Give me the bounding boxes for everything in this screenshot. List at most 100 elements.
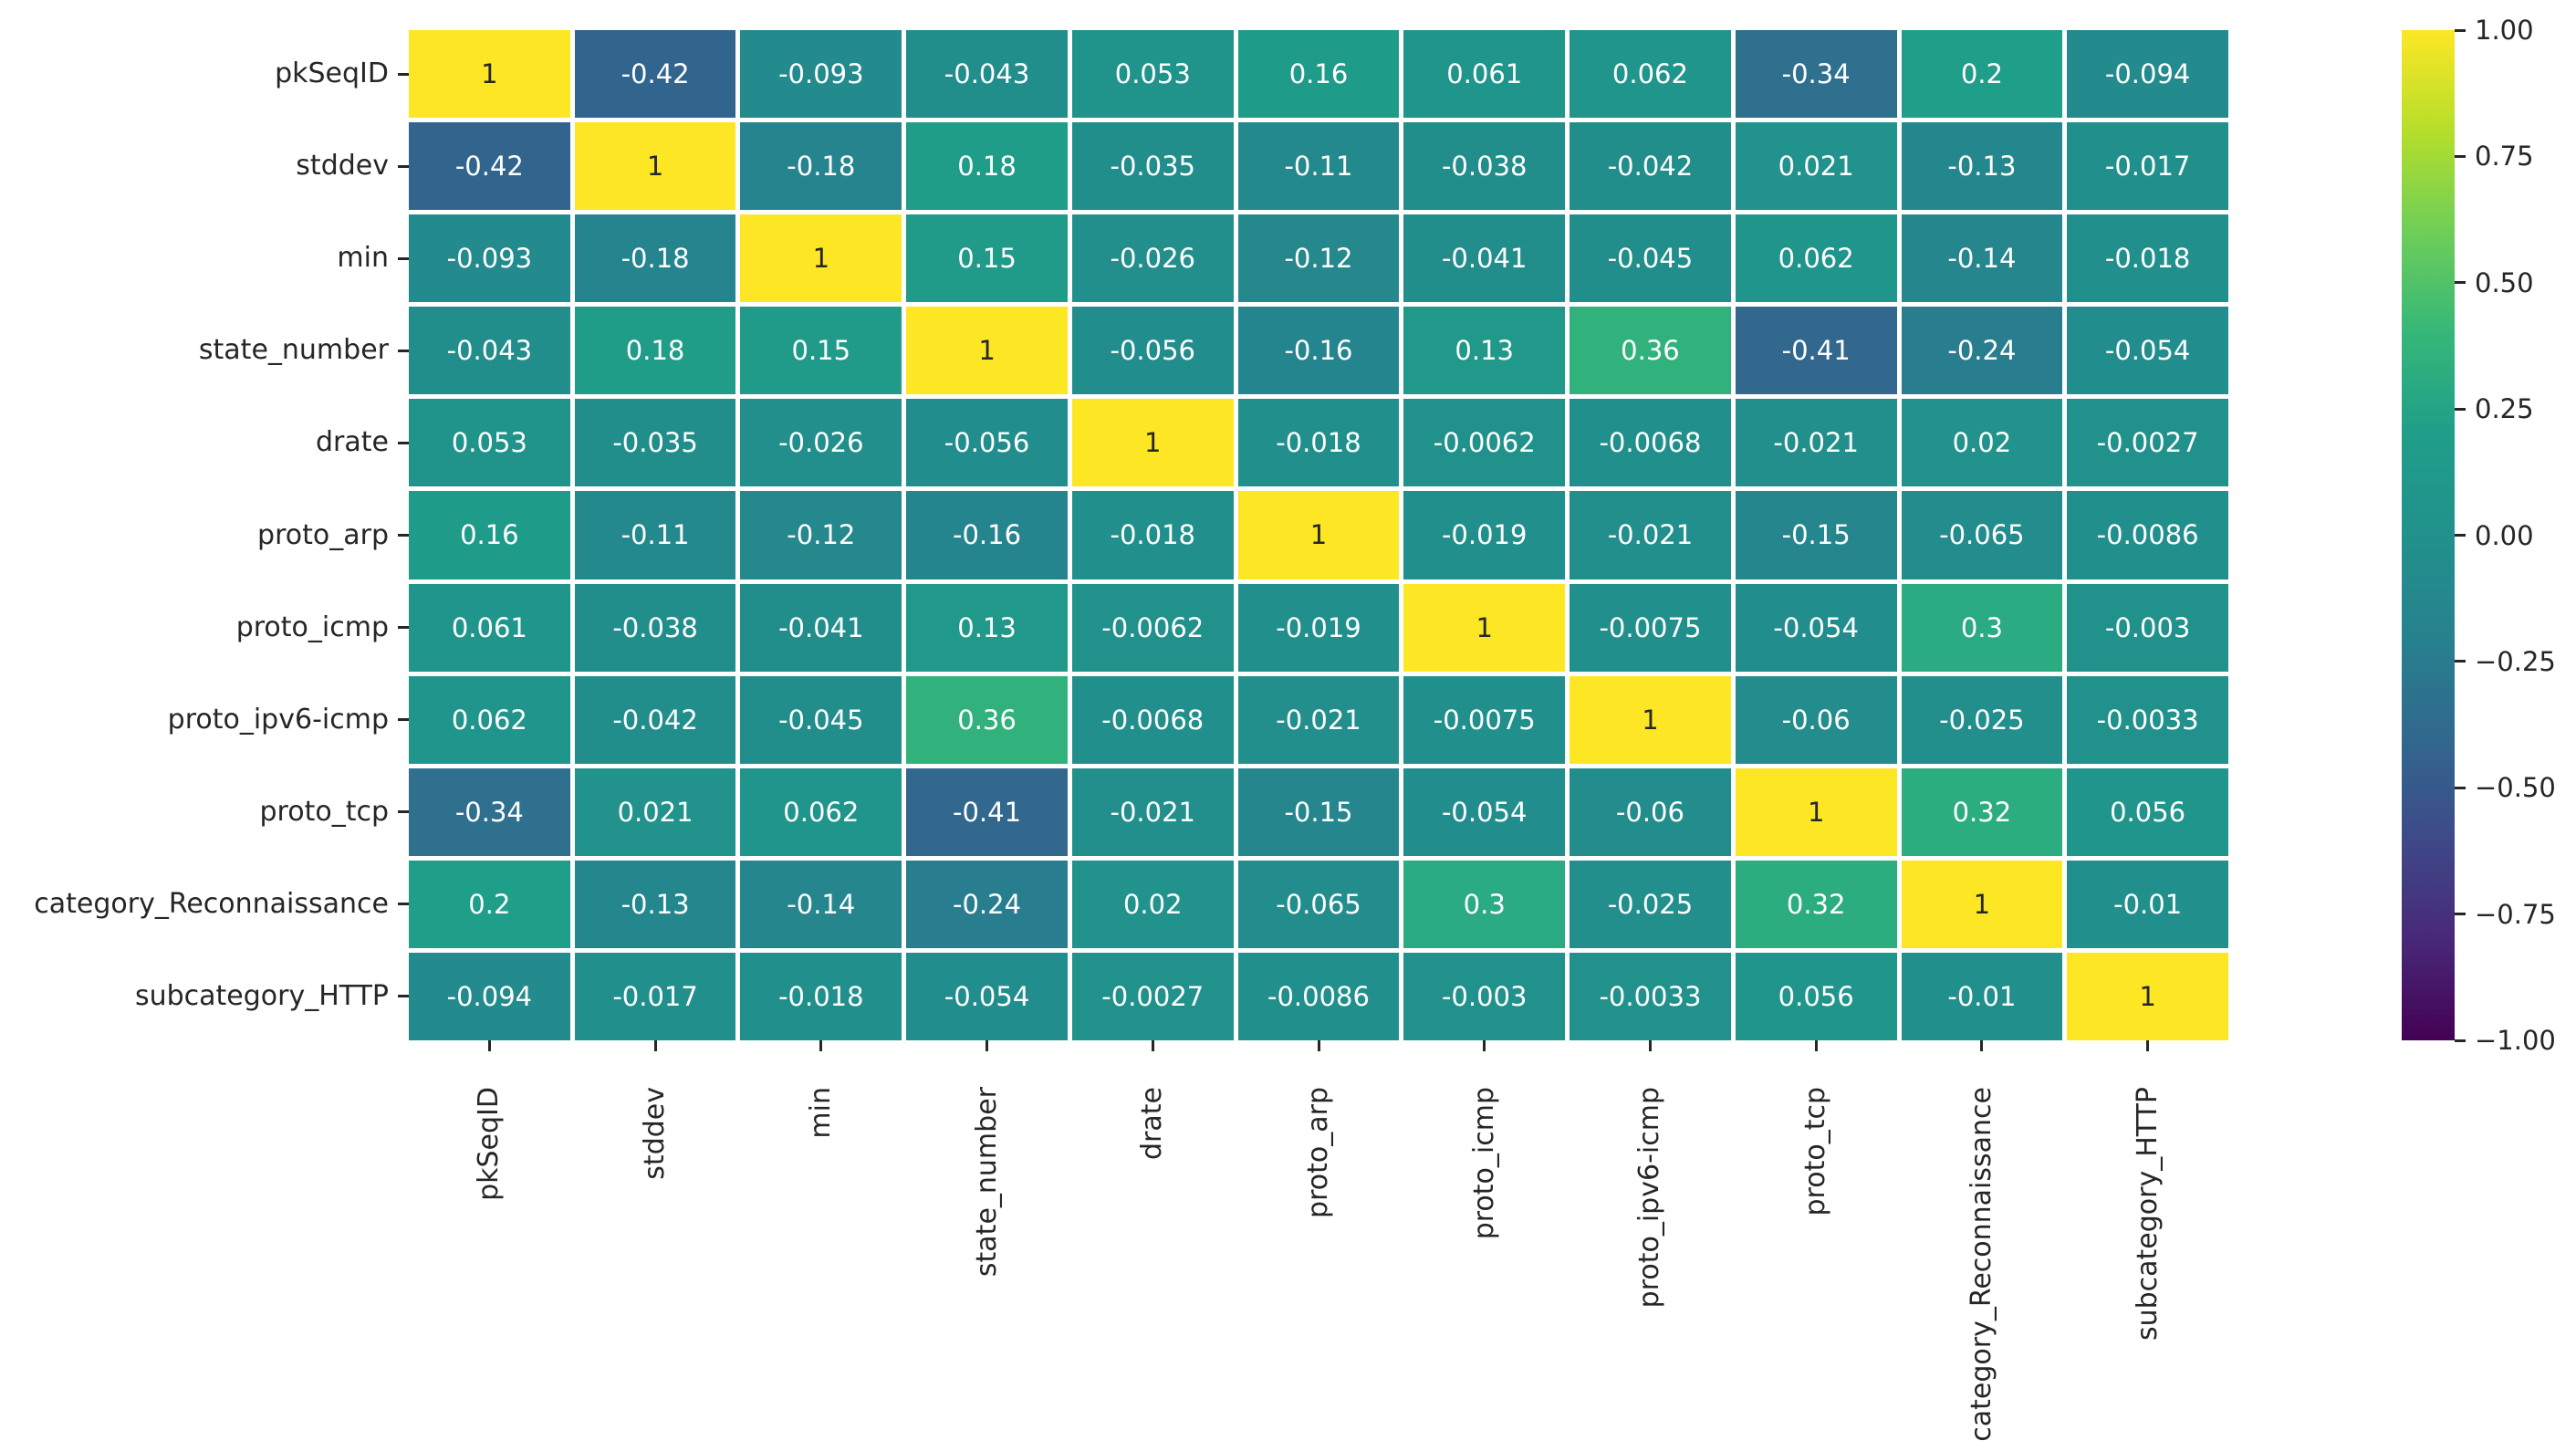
cell-value: 1 <box>2139 980 2156 1012</box>
heatmap-cell: -0.01 <box>1901 952 2063 1040</box>
x-tick-mark <box>819 1040 823 1051</box>
heatmap-cell: 1 <box>2067 952 2228 1040</box>
heatmap-cell: -0.0068 <box>1071 675 1234 764</box>
cell-value: 0.02 <box>1952 427 2012 459</box>
colorbar-tick-label: 1.00 <box>2475 15 2534 46</box>
cell-value: -0.021 <box>1110 796 1196 828</box>
heatmap-cell: -0.34 <box>1735 30 1897 119</box>
cell-value: 0.056 <box>1778 980 1854 1012</box>
heatmap-cell: 1 <box>574 122 736 211</box>
cell-value: -0.045 <box>1607 243 1694 275</box>
heatmap-cell: 0.15 <box>906 214 1068 303</box>
x-axis-label: stddev <box>639 1087 672 1180</box>
y-axis-label: subcategory_HTTP <box>134 979 389 1012</box>
cell-value: 0.36 <box>957 704 1017 736</box>
heatmap-cell: -0.0033 <box>2067 675 2228 764</box>
heatmap-cell: -0.16 <box>906 491 1068 579</box>
heatmap-cell: -0.021 <box>1071 767 1234 856</box>
x-tick-mark <box>1317 1040 1320 1051</box>
cell-value: 0.16 <box>1288 58 1349 90</box>
x-axis-label: proto_ipv6-icmp <box>1633 1087 1666 1309</box>
cell-value: -0.054 <box>1441 796 1528 828</box>
x-axis-label: state_number <box>970 1087 1003 1278</box>
cell-value: 0.053 <box>1114 58 1191 90</box>
cell-value: -0.026 <box>778 427 864 459</box>
x-tick-mark <box>487 1040 491 1051</box>
heatmap-grid: 1 -0.42 -0.093 -0.043 0.053 0.16 0.061 0.062 -0.… <box>409 30 2228 1040</box>
heatmap-cell: -0.042 <box>574 675 736 764</box>
y-tick-mark <box>398 718 409 722</box>
x-tick-mark <box>2146 1040 2150 1051</box>
cell-value: -0.0033 <box>1599 980 1702 1012</box>
colorbar-tick-label: −0.75 <box>2475 898 2556 930</box>
cell-value: -0.06 <box>1781 704 1851 736</box>
heatmap-cell: -0.003 <box>2067 583 2228 672</box>
cell-value: -0.019 <box>1441 519 1528 551</box>
cell-value: -0.094 <box>2104 58 2191 90</box>
heatmap-cell: -0.035 <box>1071 122 1234 211</box>
cell-value: 1 <box>978 335 996 367</box>
heatmap-cell: -0.017 <box>574 952 736 1040</box>
heatmap-cell: -0.056 <box>906 399 1068 487</box>
heatmap-cell: -0.026 <box>1071 214 1234 303</box>
cell-value: -0.019 <box>1276 611 1361 643</box>
heatmap-cell: -0.41 <box>1735 307 1897 395</box>
x-tick-mark <box>1483 1040 1486 1051</box>
cell-value: -0.15 <box>1781 519 1851 551</box>
y-axis-label: proto_ipv6-icmp <box>167 703 389 736</box>
cell-value: -0.0027 <box>1101 980 1205 1012</box>
colorbar-tick-mark <box>2455 28 2466 32</box>
cell-value: -0.42 <box>454 151 524 183</box>
y-tick-mark <box>398 626 409 630</box>
heatmap-cell: 0.062 <box>409 675 570 764</box>
heatmap-cell: 0.3 <box>1403 860 1566 948</box>
heatmap-cell: 0.3 <box>1901 583 2063 672</box>
heatmap-cell: -0.054 <box>1403 767 1566 856</box>
heatmap-cell: -0.12 <box>740 491 902 579</box>
heatmap-cell: -0.045 <box>1570 214 1731 303</box>
cell-value: 0.15 <box>791 335 851 367</box>
heatmap-cell: -0.018 <box>1237 399 1400 487</box>
heatmap-cell: 0.056 <box>1735 952 1897 1040</box>
cell-value: -0.15 <box>1284 796 1353 828</box>
cell-value: 1 <box>646 151 664 183</box>
colorbar-tick-mark <box>2455 407 2466 411</box>
cell-value: -0.24 <box>1947 335 2017 367</box>
heatmap-cell: -0.054 <box>2067 307 2228 395</box>
cell-value: -0.054 <box>1773 611 1859 643</box>
heatmap-cell: -0.24 <box>906 860 1068 948</box>
cell-value: -0.093 <box>778 58 864 90</box>
heatmap-cell: 0.13 <box>1403 307 1566 395</box>
heatmap-cell: -0.042 <box>1570 122 1731 211</box>
y-axis-label: pkSeqID <box>275 57 389 90</box>
y-axis-label: proto_tcp <box>259 795 390 828</box>
y-axis-label: category_Reconnaissance <box>34 887 389 920</box>
heatmap-cell: 0.36 <box>1570 307 1731 395</box>
heatmap-cell: -0.041 <box>740 583 902 672</box>
heatmap-cell: -0.24 <box>1901 307 2063 395</box>
heatmap-cell: -0.41 <box>906 767 1068 856</box>
heatmap-cell: -0.018 <box>740 952 902 1040</box>
colorbar-tick-mark <box>2455 660 2466 663</box>
heatmap-cell: 0.18 <box>574 307 736 395</box>
cell-value: -0.14 <box>1947 243 2017 275</box>
heatmap-cell: 0.061 <box>1403 30 1566 119</box>
y-axis-label: min <box>337 242 389 275</box>
heatmap-cell: -0.42 <box>409 122 570 211</box>
x-axis-label: proto_tcp <box>1799 1087 1832 1216</box>
heatmap-cell: -0.0062 <box>1403 399 1566 487</box>
y-axis-label: proto_arp <box>257 518 389 551</box>
heatmap-cell: -0.038 <box>1403 122 1566 211</box>
heatmap-cell: -0.15 <box>1237 767 1400 856</box>
heatmap-cell: -0.0075 <box>1570 583 1731 672</box>
x-tick-mark <box>1980 1040 1984 1051</box>
cell-value: -0.065 <box>1276 888 1361 920</box>
heatmap-cell: -0.0086 <box>2067 491 2228 579</box>
heatmap-cell: -0.043 <box>409 307 570 395</box>
cell-value: -0.11 <box>621 519 690 551</box>
heatmap-cell: 0.062 <box>1570 30 1731 119</box>
heatmap-cell: -0.025 <box>1901 675 2063 764</box>
cell-value: -0.0086 <box>1267 980 1370 1012</box>
cell-value: -0.0086 <box>2096 519 2199 551</box>
heatmap-cell: 1 <box>1237 491 1400 579</box>
